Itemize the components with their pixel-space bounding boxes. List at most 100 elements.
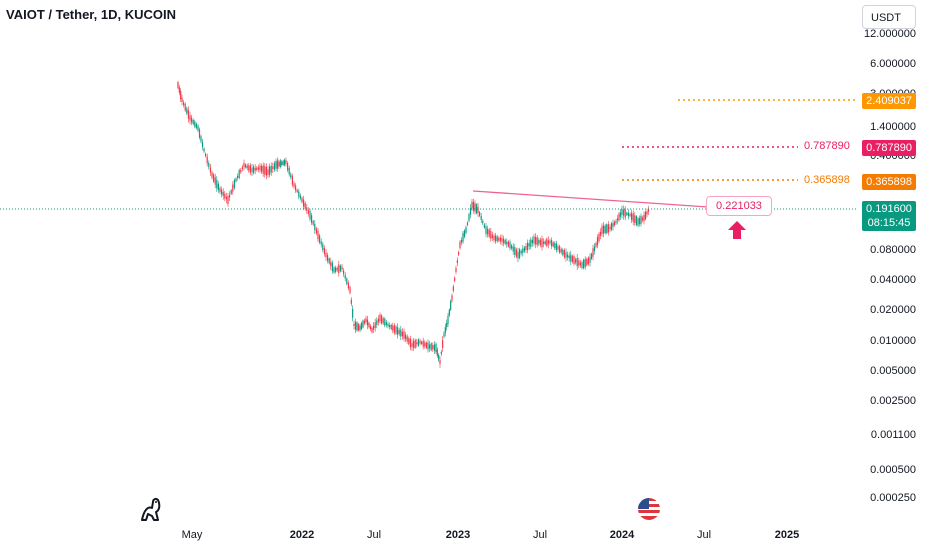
candle-body (579, 262, 581, 266)
candle-body (356, 322, 358, 331)
candle-body (584, 259, 586, 267)
candle-body (631, 212, 633, 221)
candle-body (283, 159, 286, 166)
candle-body (592, 248, 594, 257)
candle-body (515, 249, 517, 257)
candle-body (205, 153, 207, 157)
candle-body (433, 344, 435, 351)
candle-body (368, 322, 370, 328)
candle-body (595, 243, 597, 247)
candle-body (507, 241, 509, 247)
candle-body (536, 237, 538, 246)
candle-body (331, 262, 333, 272)
candle-body (241, 166, 243, 170)
candle-body (222, 192, 224, 196)
candle-body (382, 318, 384, 324)
candle-body (296, 189, 298, 193)
price-axis-label: 0.001100 (870, 429, 916, 441)
candle-body (373, 325, 375, 330)
candle-body (369, 325, 372, 330)
candle-body (180, 90, 182, 100)
candle-body (273, 163, 275, 170)
candle-body (307, 210, 309, 214)
candle-body (287, 163, 289, 171)
tradingview-dino-icon[interactable] (138, 496, 166, 524)
candle-body (290, 174, 292, 178)
us-flag-icon[interactable] (638, 498, 660, 520)
candle-body (409, 338, 411, 348)
price-axis-label: 0.080000 (870, 244, 916, 256)
candle-body (419, 340, 421, 344)
candle-body (269, 166, 271, 175)
candle-body (459, 241, 461, 249)
candle-body (384, 318, 386, 326)
candle-body (395, 326, 397, 334)
candle-body (304, 203, 306, 209)
candle-body (621, 209, 623, 215)
candle-body (295, 185, 297, 191)
candle-body (282, 160, 284, 165)
candle-body (454, 277, 456, 281)
candle-body (520, 251, 522, 254)
annotation-label[interactable]: 0.221033 (706, 196, 772, 216)
candle-body (471, 201, 473, 209)
candle-body (629, 213, 631, 217)
candle-body (293, 183, 295, 187)
candle-body (446, 322, 448, 328)
candle-body (462, 233, 464, 242)
candle-body (456, 260, 458, 264)
candle-body (330, 261, 332, 267)
candle-body (336, 268, 338, 271)
candle-body (565, 252, 567, 258)
price-axis-label: 12.000000 (864, 28, 916, 40)
candle-body (276, 160, 279, 169)
candle-body (335, 267, 337, 272)
price-axis-label: 0.020000 (870, 304, 916, 316)
price-axis-label: 1.400000 (870, 121, 916, 133)
candle-body (612, 223, 614, 227)
candle-body (346, 278, 348, 284)
candle-body (267, 169, 269, 175)
candle-body (547, 240, 549, 245)
candle-body (312, 221, 314, 225)
candle-body (493, 235, 495, 241)
candle-body (320, 241, 322, 245)
candle-body (254, 167, 256, 171)
currency-button[interactable]: USDT (862, 5, 916, 29)
candle-body (195, 123, 197, 129)
candle-body (216, 179, 218, 189)
candle-body (181, 98, 183, 102)
arrow-up-icon (728, 221, 746, 239)
candle-body (309, 210, 311, 220)
candle-body (451, 295, 453, 301)
candlestick-series (177, 80, 650, 368)
candle-body (177, 82, 179, 88)
candle-body (527, 242, 529, 251)
candle-body (575, 259, 577, 263)
candle-body (398, 329, 400, 335)
candle-body (359, 325, 361, 331)
candle-body (387, 323, 389, 327)
candle-body (616, 218, 619, 221)
candle-body (604, 225, 606, 233)
candle-body (488, 229, 490, 237)
candle-body (424, 342, 426, 347)
candle-body (601, 226, 603, 234)
candle-body (559, 246, 561, 253)
candle-body (613, 221, 616, 226)
candle-body (624, 208, 626, 218)
candle-body (285, 160, 287, 164)
candle-body (640, 215, 642, 225)
candle-body (232, 184, 234, 192)
candle-body (557, 246, 559, 250)
candle-body (393, 325, 395, 333)
candle-body (235, 178, 237, 182)
candle-body (350, 299, 352, 304)
candle-body (598, 233, 600, 242)
candle-body (463, 230, 466, 237)
candle-body (319, 235, 321, 243)
candle-body (425, 342, 427, 348)
candle-body (563, 250, 565, 258)
candle-body (641, 217, 644, 221)
